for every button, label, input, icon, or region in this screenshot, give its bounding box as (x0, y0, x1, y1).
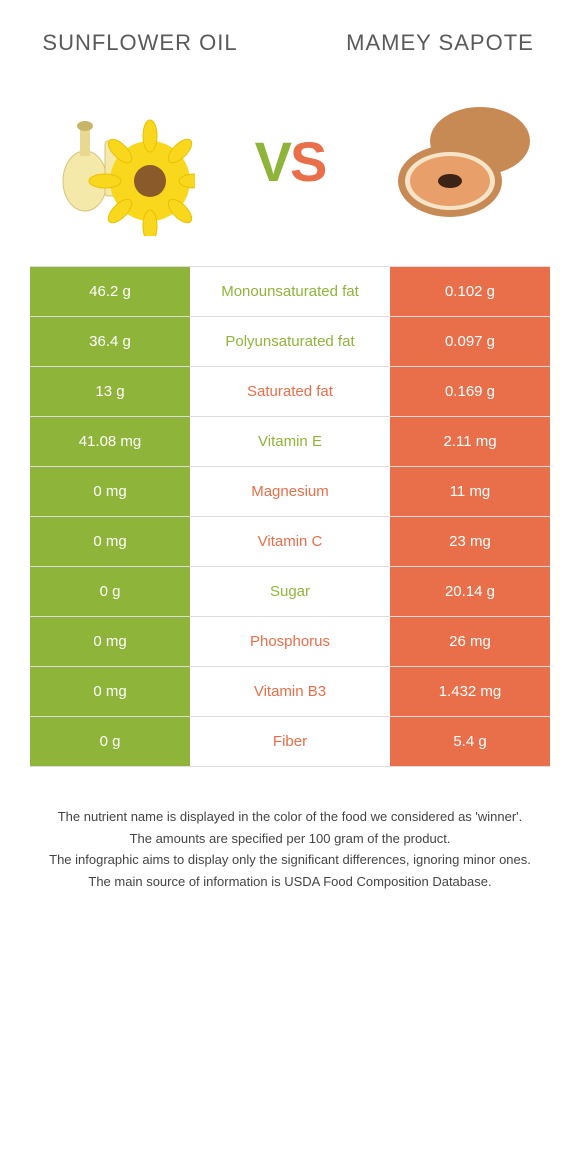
nutrient-label: Vitamin E (190, 417, 390, 466)
table-row: 41.08 mgVitamin E2.11 mg (30, 417, 550, 467)
vs-v: V (255, 130, 290, 193)
table-row: 0 mgVitamin C23 mg (30, 517, 550, 567)
nutrient-label: Monounsaturated fat (190, 267, 390, 316)
right-value: 20.14 g (390, 567, 550, 616)
right-value: 5.4 g (390, 717, 550, 766)
right-value: 0.169 g (390, 367, 550, 416)
right-value: 11 mg (390, 467, 550, 516)
footer-notes: The nutrient name is displayed in the co… (0, 767, 580, 891)
table-row: 36.4 gPolyunsaturated fat0.097 g (30, 317, 550, 367)
footer-line: The amounts are specified per 100 gram o… (30, 829, 550, 849)
nutrient-label: Magnesium (190, 467, 390, 516)
nutrient-label: Phosphorus (190, 617, 390, 666)
left-value: 0 g (30, 567, 190, 616)
nutrient-label: Vitamin C (190, 517, 390, 566)
nutrient-table: 46.2 gMonounsaturated fat0.102 g36.4 gPo… (30, 266, 550, 767)
table-row: 0 mgMagnesium11 mg (30, 467, 550, 517)
vs-label: VS (255, 129, 326, 194)
left-value: 13 g (30, 367, 190, 416)
vs-s: S (290, 130, 325, 193)
left-value: 41.08 mg (30, 417, 190, 466)
nutrient-label: Sugar (190, 567, 390, 616)
footer-line: The infographic aims to display only the… (30, 850, 550, 870)
table-row: 0 mgVitamin B31.432 mg (30, 667, 550, 717)
hero: VS (0, 56, 580, 266)
nutrient-label: Fiber (190, 717, 390, 766)
footer-line: The nutrient name is displayed in the co… (30, 807, 550, 827)
footer-line: The main source of information is USDA F… (30, 872, 550, 892)
right-food-title: Mamey Sapote (340, 30, 540, 56)
right-value: 26 mg (390, 617, 550, 666)
right-value: 0.097 g (390, 317, 550, 366)
table-row: 46.2 gMonounsaturated fat0.102 g (30, 267, 550, 317)
left-value: 36.4 g (30, 317, 190, 366)
left-food-title: Sunflower oil (40, 30, 240, 56)
right-value: 23 mg (390, 517, 550, 566)
left-value: 0 mg (30, 517, 190, 566)
right-value: 1.432 mg (390, 667, 550, 716)
nutrient-label: Polyunsaturated fat (190, 317, 390, 366)
nutrient-label: Vitamin B3 (190, 667, 390, 716)
left-value: 0 mg (30, 467, 190, 516)
left-value: 46.2 g (30, 267, 190, 316)
table-row: 0 gSugar20.14 g (30, 567, 550, 617)
header: Sunflower oil Mamey Sapote (0, 0, 580, 56)
left-value: 0 mg (30, 667, 190, 716)
left-value: 0 g (30, 717, 190, 766)
right-value: 2.11 mg (390, 417, 550, 466)
table-row: 0 mgPhosphorus26 mg (30, 617, 550, 667)
left-food-image (40, 81, 200, 241)
right-food-image (380, 81, 540, 241)
left-value: 0 mg (30, 617, 190, 666)
table-row: 13 gSaturated fat0.169 g (30, 367, 550, 417)
table-row: 0 gFiber5.4 g (30, 717, 550, 767)
right-value: 0.102 g (390, 267, 550, 316)
nutrient-label: Saturated fat (190, 367, 390, 416)
